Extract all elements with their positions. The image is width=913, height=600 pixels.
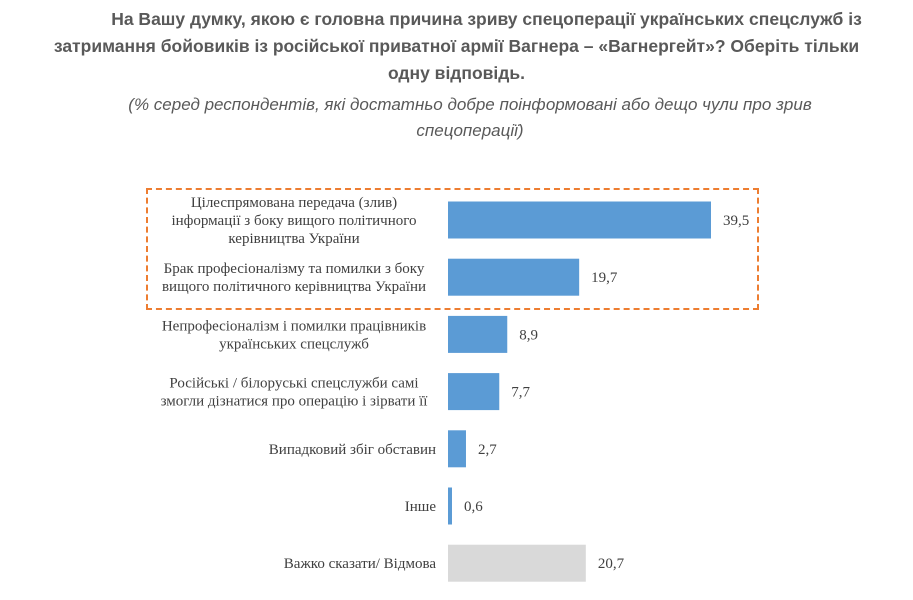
bar (448, 544, 586, 582)
data-label: 7,7 (511, 385, 530, 401)
data-label: 8,9 (519, 327, 538, 343)
category-label: Російські / білоруські спецслужби самі зм… (161, 376, 429, 410)
bar (448, 201, 711, 239)
data-label: 39,5 (723, 213, 749, 229)
data-label: 19,7 (591, 270, 618, 286)
chart-title: На Вашу думку, якою є головна причина зр… (0, 6, 913, 87)
bar (448, 487, 452, 525)
category-label: Важко сказати/ Відмова (284, 556, 437, 572)
data-label: 0,6 (464, 499, 483, 515)
highlight-box (146, 188, 759, 310)
data-label: 20,7 (598, 556, 625, 572)
category-label: Цілеспрямована передача (злив) інформації… (171, 195, 416, 247)
bar (448, 258, 580, 296)
subtitle-line: (% серед респондентів, які достатньо доб… (128, 95, 812, 114)
chart-subtitle: (% серед респондентів, які достатньо доб… (60, 92, 880, 144)
bar (448, 430, 466, 468)
subtitle-line: спецоперації) (416, 121, 524, 140)
title-line: одну відповідь. (387, 63, 526, 83)
bar (448, 315, 508, 353)
category-label: Випадковий збіг обставин (269, 442, 436, 458)
data-label: 2,7 (478, 442, 497, 458)
title-line: затримання бойовиків із російської прива… (53, 36, 860, 56)
bar (448, 373, 500, 411)
title-line: На Вашу думку, якою є головна причина зр… (111, 9, 862, 29)
category-label: Непрофесіоналізм і помилки працівників ук… (162, 318, 426, 352)
category-label: Брак професіоналізму та помилки з боку ви… (162, 261, 426, 295)
category-label: Інше (405, 499, 437, 515)
